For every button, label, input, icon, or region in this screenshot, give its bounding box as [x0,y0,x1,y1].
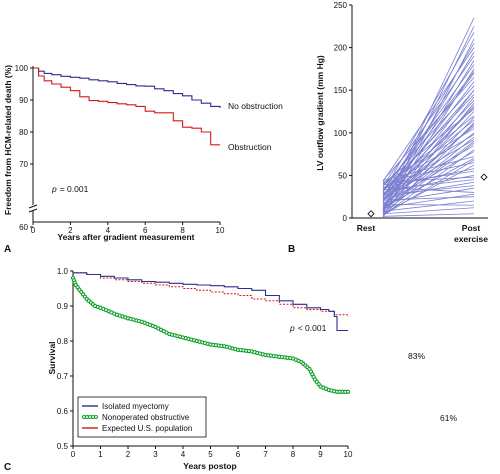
panel-b-patient-line [382,111,475,208]
panel-c-x-tick-label: 1 [98,450,103,459]
panel-b-patient-line [382,158,475,209]
panel-b-patient-line [382,186,475,193]
panel-b-patient-line [382,213,475,217]
panel-a-x-axis-label: Years after gradient measurement [57,232,194,242]
panel-a-x-tick-label: 8 [180,226,185,235]
panel-c-p-text: < 0.001 [298,323,327,333]
panel-a-x-tick-label: 10 [216,226,225,235]
panel-b-y-tick-label: 0 [343,214,348,223]
panel-c-y-tick-label: 0.9 [57,302,69,311]
panel-c-x-tick-label: 6 [236,450,241,459]
panel-c-y-tick-label: 0.5 [57,442,69,451]
panel-b-patient-line [382,203,475,206]
panel-c-line-isolated-myectomy [73,272,348,332]
panel-b-mean-post-marker [480,173,488,181]
panel-b-y-tick-label: 150 [334,86,348,95]
panel-c-end-label-nonoperated: 61% [440,413,457,423]
panel-b-chart: B LV outflow gradient (mm Hg) Rest Post … [288,1,488,255]
panel-b-patient-line [382,164,475,215]
panel-c-y-tick-label: 0.6 [57,407,69,416]
panel-a-x-tick-label: 0 [31,226,36,235]
panel-b-patient-line [382,141,475,211]
panel-c-end-label-myectomy: 83% [408,351,425,361]
panel-c-x-tick-label: 8 [291,450,296,459]
panel-b-patient-line [382,71,475,191]
panel-a-line-obstruction [33,67,220,146]
panel-a-p-symbol: p [51,184,57,194]
panel-b-patient-line [382,43,475,198]
panel-b-patient-line [382,32,475,193]
panel-a-x-tick-label: 6 [143,226,148,235]
panel-b-patient-line [382,134,475,189]
panel-c-x-axis-label: Years postop [183,461,236,471]
panel-b-patient-line [382,159,475,216]
panel-b-y-tick-label: 100 [334,129,348,138]
panel-c-legend-nonoperated-swatch [94,415,98,419]
panel-c-legend-box [77,396,207,438]
panel-b-label: B [288,244,295,255]
panel-c-x-tick-label: 4 [181,450,186,459]
panel-c-y-tick-label: 0.8 [57,337,69,346]
panel-c-legend-isolated-myectomy-text: Isolated myectomy [102,402,169,411]
panel-b-patient-line [382,89,475,196]
panel-b-patient-line [382,207,475,215]
panel-c-legend-expected-text: Expected U.S. population [102,424,192,433]
panel-b-patient-line [382,100,475,197]
panel-b-patient-line [382,47,475,182]
panel-c-point-nonoperated [345,389,351,394]
panel-c-y-tick-label: 1.0 [57,267,69,276]
panel-a-y-tick-label: 100 [15,64,29,73]
panel-b-patient-line [382,77,475,181]
panel-b-patient-line [382,106,475,201]
panel-c-x-tick-label: 5 [208,450,213,459]
panel-c-chart: C Survival Years postop p < 0.001 83% 61%… [4,267,457,473]
panel-a-series-label-obstruction: Obstruction [228,142,272,152]
panel-b-patient-line [382,68,475,214]
panel-c-y-axis-label: Survival [47,341,57,374]
panel-c-x-tick-label: 0 [71,450,76,459]
panel-a-y-tick-label: 90 [19,96,28,105]
panel-a-label: A [4,244,11,255]
panel-c-line-expected-population [73,272,349,317]
panel-b-patient-line [382,200,475,212]
panel-c-x-tick-label: 10 [344,450,353,459]
panel-a-x-tick-label: 4 [106,226,111,235]
panel-c-x-tick-label: 7 [263,450,268,459]
panel-b-patient-line [382,185,475,196]
panel-c-legend-nonoperated-text: Nonoperated obstructive [102,413,190,422]
panel-b-patient-line [382,151,475,204]
panel-b-patient-line [382,136,475,210]
panel-a-p-value: p = 0.001 [51,184,89,194]
panel-c-x-tick-label: 2 [126,450,131,459]
panel-c-y-tick-label: 0.7 [57,372,69,381]
panel-c-x-tick-label: 3 [153,450,158,459]
panel-a-y-axis-label: Freedom from HCM-related death (%) [3,65,13,215]
panel-b-category-exercise: exercise [454,234,488,244]
panel-a-chart: A Freedom from HCM-related death (%) Yea… [3,64,283,255]
panel-b-patient-line [382,176,475,183]
panel-b-mean-rest-marker [367,210,375,218]
panel-b-y-axis-label: LV outflow gradient (mm Hg) [315,55,325,171]
panel-b-category-post: Post [462,223,481,233]
panel-c-label: C [4,462,11,473]
panel-a-line-no-obstruction [33,67,221,108]
panel-b-y-tick-label: 250 [334,1,348,10]
panel-a-p-text: = 0.001 [60,184,89,194]
panel-c-p-value: p < 0.001 [289,323,327,333]
panel-a-axis-break [28,204,38,213]
panel-a-y-tick-label: 80 [19,128,28,137]
panel-a-y-tick-label: 60 [19,223,28,232]
panel-b-y-tick-label: 200 [334,44,348,53]
panel-b-y-tick-label: 50 [338,171,347,180]
panel-a-y-tick-label: 70 [19,160,28,169]
panel-a-series-label-no-obstruction: No obstruction [228,101,283,111]
panel-c-x-tick-label: 9 [318,450,323,459]
panel-c-p-symbol: p [289,323,295,333]
panel-b-patient-line [382,123,475,206]
panel-a-x-tick-label: 2 [68,226,73,235]
panel-b-category-rest: Rest [357,223,376,233]
